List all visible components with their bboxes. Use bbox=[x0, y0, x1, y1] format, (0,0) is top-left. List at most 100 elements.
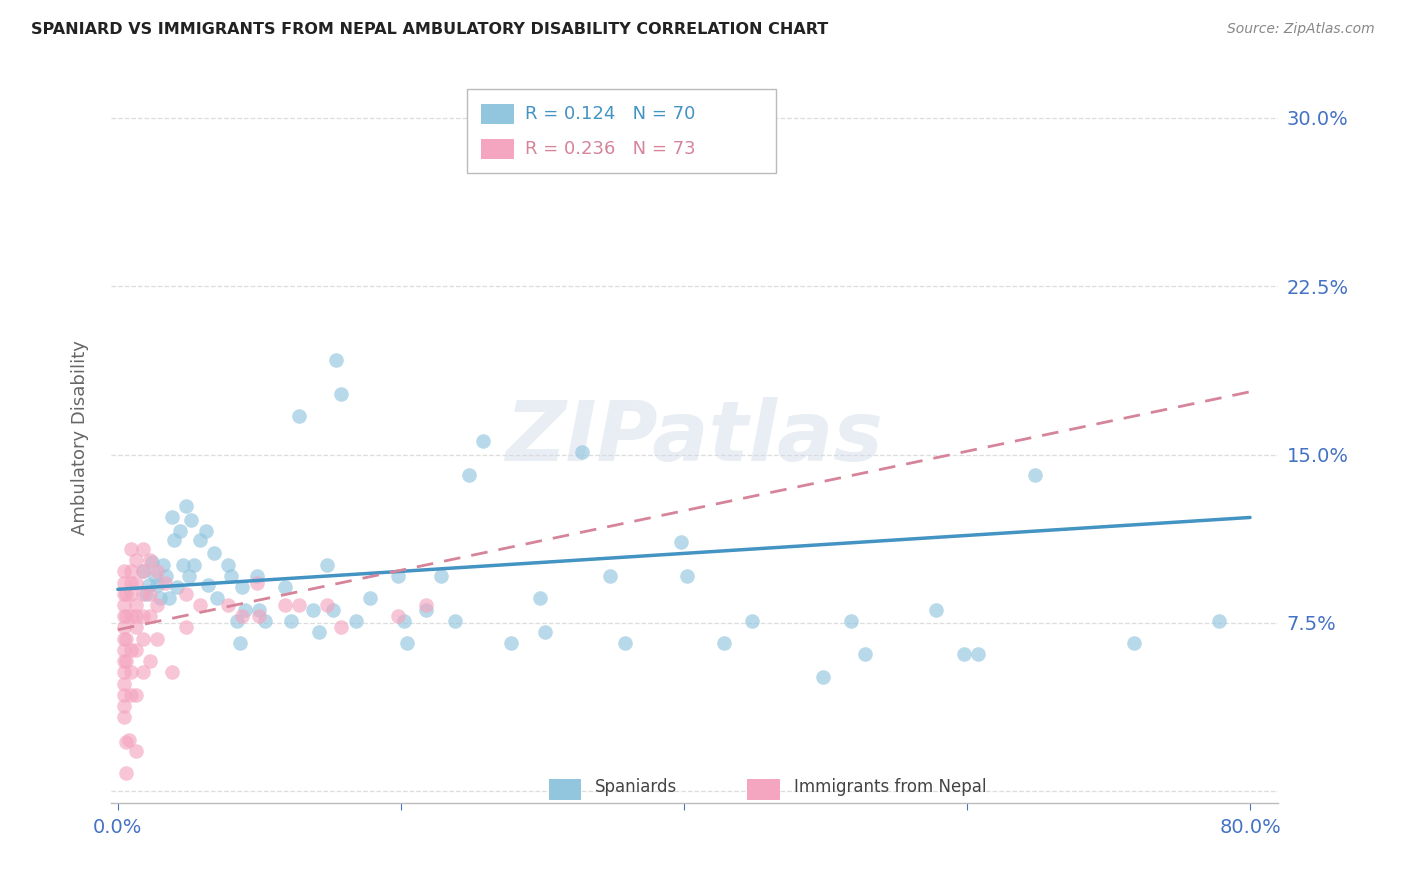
Point bbox=[160, 510, 183, 524]
Point bbox=[245, 569, 267, 583]
Point bbox=[231, 580, 253, 594]
Point bbox=[280, 614, 302, 628]
Point bbox=[125, 620, 148, 634]
Point bbox=[387, 609, 409, 624]
Point bbox=[177, 569, 200, 583]
Point bbox=[233, 602, 256, 616]
Point bbox=[274, 598, 297, 612]
Point bbox=[112, 654, 135, 668]
FancyBboxPatch shape bbox=[481, 138, 513, 159]
Point bbox=[613, 636, 636, 650]
Point bbox=[1123, 636, 1146, 650]
Point bbox=[330, 387, 353, 401]
Point bbox=[967, 648, 990, 662]
Point bbox=[302, 602, 325, 616]
Point bbox=[228, 636, 250, 650]
Point bbox=[112, 632, 135, 646]
Point bbox=[429, 569, 451, 583]
Point bbox=[112, 609, 135, 624]
Point bbox=[132, 587, 155, 601]
Point bbox=[149, 591, 172, 606]
Point bbox=[139, 609, 162, 624]
Point bbox=[395, 636, 418, 650]
Point bbox=[415, 598, 437, 612]
Point bbox=[330, 620, 353, 634]
Text: SPANIARD VS IMMIGRANTS FROM NEPAL AMBULATORY DISABILITY CORRELATION CHART: SPANIARD VS IMMIGRANTS FROM NEPAL AMBULA… bbox=[31, 22, 828, 37]
Point bbox=[174, 587, 197, 601]
FancyBboxPatch shape bbox=[481, 103, 513, 124]
Point bbox=[132, 541, 155, 556]
Point bbox=[245, 575, 267, 590]
Point bbox=[120, 643, 142, 657]
Point bbox=[115, 654, 138, 668]
Point bbox=[120, 587, 142, 601]
Point bbox=[197, 578, 219, 592]
Point bbox=[219, 569, 242, 583]
Point bbox=[322, 602, 344, 616]
Point bbox=[225, 614, 247, 628]
Point bbox=[675, 569, 697, 583]
Point bbox=[157, 591, 180, 606]
Point bbox=[953, 648, 976, 662]
Point bbox=[172, 558, 194, 572]
Point bbox=[1350, 183, 1372, 197]
Point bbox=[571, 445, 593, 459]
Point bbox=[415, 602, 437, 616]
Point bbox=[247, 602, 270, 616]
Point bbox=[231, 609, 253, 624]
Point bbox=[112, 598, 135, 612]
Point bbox=[112, 688, 135, 702]
Point bbox=[163, 533, 186, 547]
Point bbox=[160, 665, 183, 680]
Point bbox=[118, 732, 141, 747]
Point bbox=[146, 598, 169, 612]
Point bbox=[1208, 614, 1230, 628]
Point bbox=[839, 614, 862, 628]
Point bbox=[247, 609, 270, 624]
Point bbox=[217, 558, 239, 572]
Point bbox=[132, 665, 155, 680]
Point bbox=[188, 533, 211, 547]
Point bbox=[125, 744, 148, 758]
Point bbox=[174, 500, 197, 514]
Point bbox=[132, 565, 155, 579]
Point bbox=[853, 648, 876, 662]
Point bbox=[112, 620, 135, 634]
Point bbox=[180, 513, 202, 527]
Point bbox=[669, 535, 692, 549]
Point bbox=[125, 609, 148, 624]
Point bbox=[115, 632, 138, 646]
Point bbox=[534, 624, 557, 639]
Point bbox=[155, 569, 177, 583]
Y-axis label: Ambulatory Disability: Ambulatory Disability bbox=[72, 341, 89, 535]
Point bbox=[599, 569, 621, 583]
Point bbox=[741, 614, 763, 628]
FancyBboxPatch shape bbox=[467, 89, 776, 173]
Point bbox=[120, 541, 142, 556]
Point bbox=[112, 699, 135, 714]
Point bbox=[254, 614, 277, 628]
Point bbox=[143, 569, 166, 583]
Point bbox=[344, 614, 367, 628]
Point bbox=[392, 614, 415, 628]
Point bbox=[325, 353, 347, 368]
Point bbox=[120, 688, 142, 702]
Point bbox=[115, 766, 138, 780]
Point bbox=[112, 676, 135, 690]
Point bbox=[202, 546, 225, 560]
FancyBboxPatch shape bbox=[548, 780, 581, 799]
Point bbox=[316, 558, 339, 572]
Point bbox=[139, 553, 162, 567]
Point bbox=[132, 565, 155, 579]
Point bbox=[115, 587, 138, 601]
Point bbox=[146, 578, 169, 592]
Point bbox=[501, 636, 523, 650]
Text: R = 0.124   N = 70: R = 0.124 N = 70 bbox=[526, 105, 696, 123]
Point bbox=[1024, 467, 1046, 482]
Point bbox=[174, 620, 197, 634]
Point bbox=[125, 643, 148, 657]
Point bbox=[288, 598, 311, 612]
Point bbox=[141, 555, 163, 569]
Point bbox=[316, 598, 339, 612]
Point bbox=[166, 580, 188, 594]
